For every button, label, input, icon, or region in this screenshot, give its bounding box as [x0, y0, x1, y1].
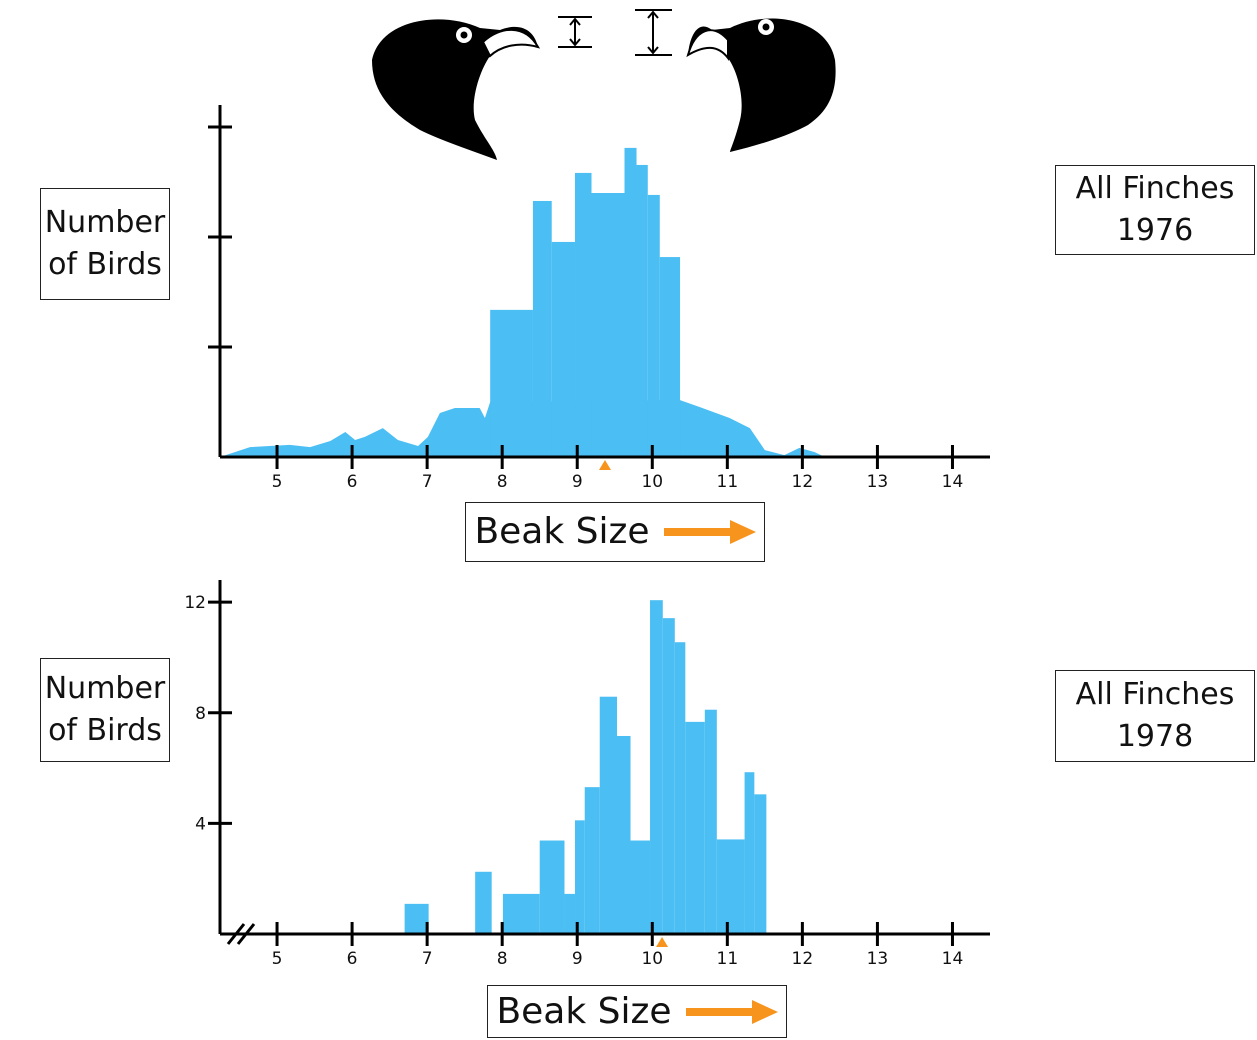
- bar: [745, 772, 755, 934]
- bar: [675, 642, 686, 934]
- x-axis-label-box: Beak Size: [465, 502, 765, 562]
- chart-title: All Finches 1978: [1055, 670, 1255, 762]
- x-tick-label: 7: [422, 472, 433, 492]
- mean-marker: [656, 937, 668, 947]
- bar: [631, 841, 651, 934]
- bar: [503, 894, 540, 934]
- arrow: [686, 1000, 778, 1024]
- y-axis-label: Number of Birds: [40, 188, 170, 300]
- bar: [660, 257, 680, 457]
- x-tick-label: 5: [272, 949, 283, 969]
- x-tick-label: 12: [792, 472, 814, 492]
- bar: [405, 904, 429, 934]
- bar: [600, 697, 617, 934]
- bar: [591, 193, 624, 457]
- bar: [564, 894, 575, 934]
- bar: [663, 618, 675, 934]
- bar: [490, 310, 533, 457]
- x-axis-label-box: Beak Size: [487, 985, 787, 1038]
- page: 5 6 7 8 9 10 11 12 13 14 4 8 12 5 6 7 8 9 10 11 12 13 14 Numbe…: [0, 0, 1257, 1040]
- bar: [540, 841, 565, 934]
- y-axis-label: Number of Birds: [40, 658, 170, 762]
- bar: [585, 787, 600, 934]
- y-tick-label: 8: [195, 704, 206, 724]
- bar: [575, 820, 585, 934]
- x-tick-label: 7: [422, 949, 433, 969]
- bar: [475, 872, 492, 934]
- x-tick-label: 6: [347, 949, 358, 969]
- bar: [575, 173, 592, 457]
- x-tick-label: 9: [572, 472, 583, 492]
- mean-marker: [599, 460, 611, 470]
- x-tick-label: 8: [497, 472, 508, 492]
- x-tick-label: 6: [347, 472, 358, 492]
- bar: [754, 794, 766, 934]
- x-tick-label: 13: [867, 949, 889, 969]
- bar: [637, 165, 648, 457]
- x-tick-label: 9: [572, 949, 583, 969]
- bar: [650, 600, 663, 934]
- x-tick-label: 11: [717, 949, 739, 969]
- x-tick-label: 10: [641, 472, 663, 492]
- bar: [685, 722, 705, 934]
- bar: [617, 736, 631, 934]
- bar: [625, 148, 637, 457]
- bar: [533, 201, 552, 457]
- y-tick-label: 4: [195, 814, 206, 834]
- bar: [717, 839, 745, 934]
- x-tick-label: 10: [641, 949, 663, 969]
- x-tick-label: 14: [942, 949, 964, 969]
- x-tick-label: 12: [792, 949, 814, 969]
- x-axis-label: Beak Size: [474, 511, 649, 553]
- arrow: [664, 520, 756, 544]
- x-tick-label: 14: [942, 472, 964, 492]
- x-tick-label: 5: [272, 472, 283, 492]
- x-tick-label: 8: [497, 949, 508, 969]
- x-tick-label: 13: [867, 472, 889, 492]
- bar: [705, 710, 717, 934]
- bar: [552, 242, 575, 457]
- x-tick-label: 11: [717, 472, 739, 492]
- chart-title: All Finches 1976: [1055, 165, 1255, 255]
- finch-icons: [372, 10, 836, 160]
- y-tick-label: 12: [184, 593, 206, 613]
- x-axis-label: Beak Size: [496, 991, 671, 1033]
- bar: [648, 195, 660, 457]
